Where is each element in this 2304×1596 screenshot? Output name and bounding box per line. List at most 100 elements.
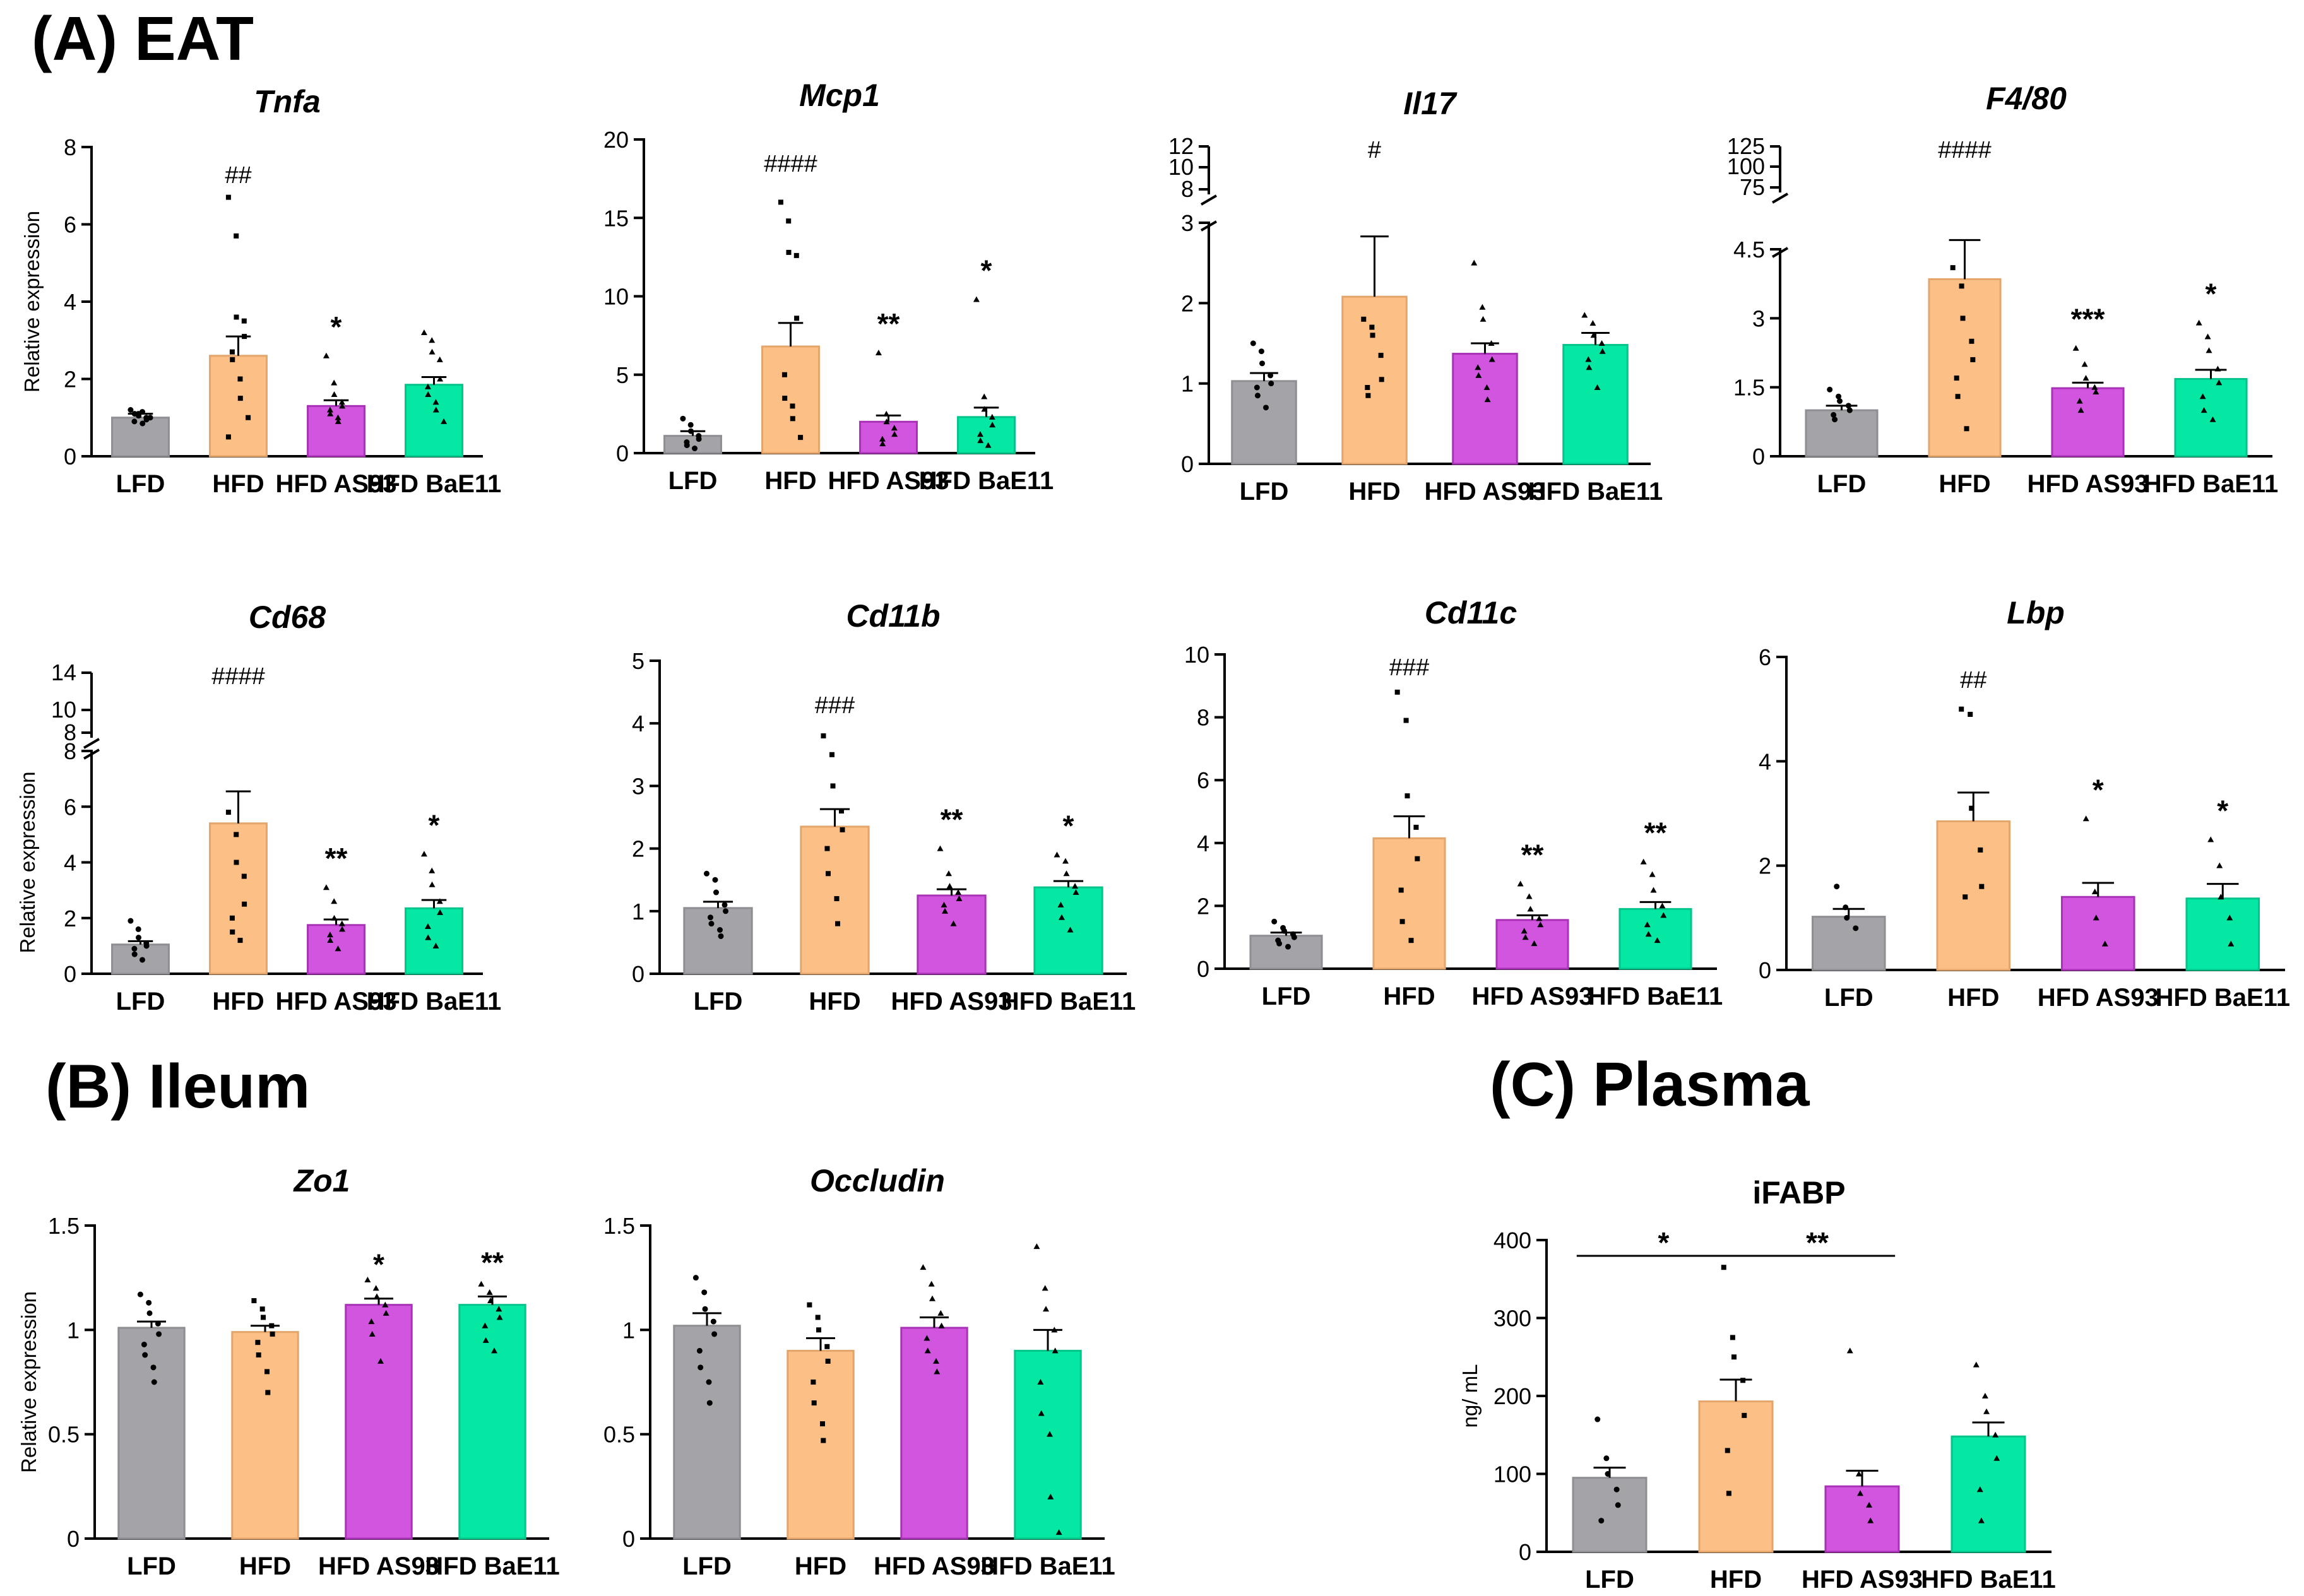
- bar-hfd-as93: [2051, 387, 2125, 458]
- y-tick-label: 3: [1181, 210, 1194, 236]
- y-tick-label: 0: [64, 444, 76, 470]
- y-tick-label: 8: [64, 738, 76, 764]
- data-point: [1968, 711, 1973, 717]
- data-point: [482, 1337, 489, 1343]
- data-point: [225, 434, 231, 440]
- data-point: [1659, 902, 1666, 909]
- data-point: [237, 376, 243, 382]
- data-point: [372, 1285, 379, 1291]
- y-tick-label: 0: [1752, 444, 1765, 470]
- data-point: [429, 867, 436, 873]
- data-point: [941, 907, 948, 914]
- category-label: LFD: [1817, 470, 1867, 498]
- y-tick-label: 10: [1168, 154, 1194, 180]
- data-point: [1654, 937, 1661, 943]
- data-point: [377, 1357, 384, 1364]
- category-label: HFD BaE11: [425, 1552, 559, 1580]
- significance-marker: ***: [2071, 303, 2105, 336]
- y-tick-label: 2: [1759, 853, 1771, 879]
- data-point: [225, 194, 231, 200]
- data-point: [140, 420, 146, 427]
- data-point: [786, 218, 792, 224]
- category-label: LFD: [1262, 983, 1311, 1010]
- y-tick-label: 5: [632, 648, 644, 674]
- category-label: HFD AS93: [276, 988, 397, 1015]
- category-label: HFD BaE11: [980, 1552, 1115, 1580]
- y-tick-label: 4: [1759, 748, 1771, 774]
- data-point: [723, 908, 729, 914]
- data-point: [706, 1400, 713, 1406]
- data-point: [1047, 1431, 1053, 1437]
- data-point: [718, 933, 724, 939]
- data-point: [234, 832, 239, 837]
- y-tick-label: 1.5: [48, 1213, 80, 1239]
- data-point: [929, 1295, 935, 1301]
- y-tick-label: 0: [622, 1526, 635, 1552]
- data-point: [1488, 340, 1495, 346]
- data-point: [1475, 364, 1482, 370]
- data-point: [1268, 381, 1274, 387]
- data-point: [265, 1390, 271, 1395]
- chart-lbp: Lbp 0 2 4 6 LFD HFD ## HFD AS93 * HFD BaE11 *: [1759, 595, 2290, 1012]
- chart-cd11b: Cd11b 0 1 2 3 4 5 LFD HFD ### HFD AS93 ** HFD BaE11 *: [632, 598, 1136, 1015]
- category-label: HFD: [795, 1552, 846, 1580]
- data-point: [1051, 1327, 1058, 1333]
- data-point: [1369, 324, 1375, 330]
- category-label: HFD BaE11: [2156, 984, 2290, 1012]
- y-axis-label: Relative expression: [20, 211, 44, 393]
- data-point: [1981, 1393, 1988, 1398]
- category-label: HFD: [239, 1552, 291, 1580]
- data-point: [241, 318, 247, 324]
- data-point: [1992, 1431, 1999, 1438]
- data-point: [989, 422, 996, 428]
- y-tick-label: 4: [1197, 831, 1209, 856]
- data-point: [2206, 347, 2212, 353]
- bar-hfd-bae11: [405, 384, 463, 458]
- data-point: [883, 410, 890, 417]
- data-point: [131, 945, 138, 952]
- data-point: [2077, 407, 2084, 413]
- bar-hfd: [1372, 837, 1446, 970]
- data-point: [230, 929, 235, 935]
- data-point: [1594, 384, 1601, 391]
- chart-title: Il17: [1403, 86, 1458, 121]
- data-point: [1404, 793, 1410, 799]
- bar-hfd-bae11: [1562, 344, 1629, 465]
- data-point: [420, 851, 427, 857]
- data-point: [150, 1364, 157, 1371]
- chart-title: F4/80: [1986, 81, 2067, 116]
- y-tick-label: 2: [1181, 290, 1194, 316]
- data-point: [778, 199, 783, 205]
- data-point: [335, 418, 341, 424]
- y-tick-label: 2: [64, 367, 76, 393]
- data-point: [891, 431, 898, 437]
- significance-marker: ###: [815, 692, 855, 719]
- data-point: [950, 920, 957, 926]
- y-tick-label: 75: [1740, 174, 1765, 200]
- significance-marker: **: [1521, 839, 1544, 872]
- data-point: [1042, 1285, 1048, 1291]
- chart-title: Lbp: [2007, 595, 2065, 630]
- significance-marker: *: [1658, 1226, 1670, 1259]
- data-point: [424, 383, 431, 389]
- data-point: [1993, 1455, 2000, 1461]
- data-point: [1527, 906, 1534, 912]
- data-point: [140, 957, 145, 963]
- data-point: [1055, 1529, 1062, 1535]
- data-point: [1589, 320, 1596, 326]
- data-point: [946, 883, 953, 889]
- data-point: [425, 934, 432, 940]
- y-tick-label: 0: [616, 440, 629, 466]
- data-point: [225, 810, 231, 815]
- category-label: HFD: [212, 988, 264, 1015]
- data-point: [482, 1322, 489, 1328]
- data-point: [710, 1318, 716, 1325]
- data-point: [1978, 1517, 1985, 1523]
- data-point: [891, 425, 898, 431]
- significance-marker: *: [373, 1248, 384, 1281]
- data-point: [151, 1379, 157, 1385]
- data-point: [721, 902, 728, 908]
- bar-hfd: [1341, 295, 1408, 465]
- data-point: [2195, 319, 2202, 326]
